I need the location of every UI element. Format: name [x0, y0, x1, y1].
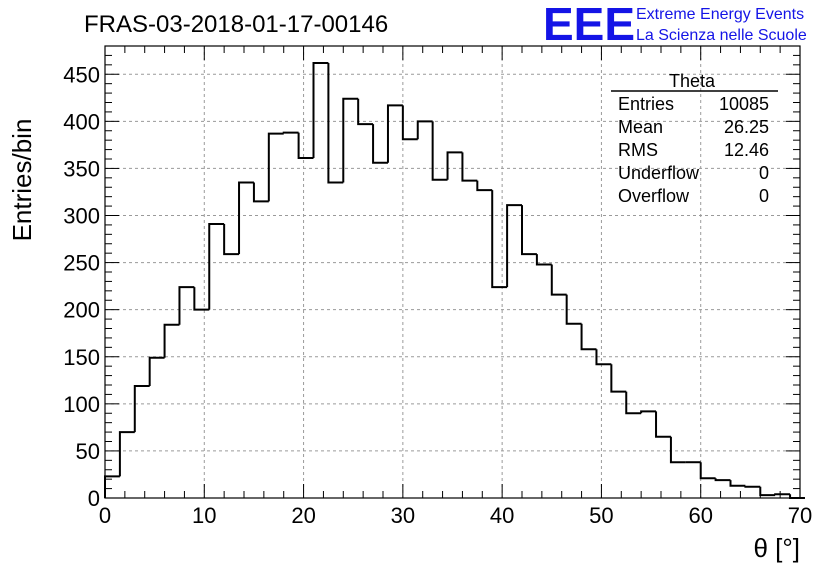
x-tick-label: 10 — [192, 503, 216, 528]
stats-label-entries: Entries — [618, 94, 674, 114]
x-tick-label: 30 — [391, 503, 415, 528]
histogram-bin — [238, 181, 254, 255]
histogram-bin — [342, 97, 359, 183]
stats-value-mean: 26.25 — [724, 117, 769, 137]
histogram-bin — [446, 151, 463, 180]
histogram-bin — [655, 411, 671, 438]
histogram-bin — [327, 62, 344, 184]
histogram-bin — [118, 431, 135, 477]
y-tick-label: 450 — [63, 62, 100, 87]
histogram-bin — [357, 98, 374, 126]
histogram-bin — [163, 323, 180, 358]
stats-label-mean: Mean — [618, 117, 663, 137]
histogram-bin — [491, 190, 508, 289]
histogram-bin — [267, 132, 284, 202]
histogram-bin — [208, 222, 225, 310]
histogram-bin — [431, 121, 448, 181]
eee-logo: EEE Extreme Energy Events La Scienza nel… — [543, 0, 807, 50]
y-tick-label: 300 — [63, 204, 100, 229]
axes: 0 10 20 30 40 50 60 70 0 50 100 150 200 250 300 350 400 4… — [63, 45, 812, 528]
stats-box: Theta Entries 10085 Mean 26.25 RMS 12.46… — [611, 71, 778, 206]
y-tick-label: 50 — [76, 439, 100, 464]
histogram-bin — [297, 132, 314, 160]
x-tick-label: 50 — [589, 503, 613, 528]
histogram-bin — [416, 120, 433, 140]
histogram-bin — [744, 485, 761, 488]
y-tick-label: 150 — [63, 345, 100, 370]
histogram-bin — [476, 180, 493, 192]
histogram-bin — [774, 493, 791, 496]
histogram-bin — [178, 286, 195, 325]
histogram-bin — [193, 287, 210, 311]
logo-mark: EEE — [543, 0, 635, 50]
histogram-bin — [535, 254, 552, 266]
histogram-bin — [386, 104, 403, 163]
x-tick-label: 0 — [99, 503, 111, 528]
histogram-bin — [521, 205, 537, 256]
y-tick-label: 200 — [63, 298, 100, 323]
logo-line-2: La Scienza nelle Scuole — [636, 27, 807, 44]
y-tick-label: 350 — [63, 156, 100, 181]
chart-title: FRAS-03-2018-01-17-00146 — [84, 11, 388, 38]
histogram-bin — [640, 410, 657, 414]
histogram-bin — [580, 323, 597, 351]
histogram-bin — [223, 223, 240, 256]
stats-value-entries: 10085 — [719, 94, 769, 114]
y-tick-label: 250 — [63, 251, 100, 276]
histogram-bin — [506, 204, 522, 288]
histogram-bin — [148, 356, 165, 386]
stats-value-underflow: 0 — [759, 163, 769, 183]
x-tick-label: 70 — [788, 503, 812, 528]
histogram-bin — [699, 462, 716, 480]
histogram-bin — [714, 478, 731, 482]
histogram-bin — [401, 105, 418, 141]
x-tick-label: 20 — [291, 503, 315, 528]
x-tick-label: 60 — [688, 503, 712, 528]
grid — [105, 46, 800, 498]
logo-line-1: Extreme Energy Events — [636, 6, 804, 23]
stats-value-overflow: 0 — [759, 186, 769, 206]
histogram-bin — [252, 182, 269, 203]
stats-title: Theta — [669, 71, 716, 91]
histogram-bin — [550, 264, 567, 296]
histogram-bin — [595, 349, 612, 366]
stats-value-rms: 12.46 — [724, 140, 769, 160]
stats-label-overflow: Overflow — [618, 186, 690, 206]
x-tick-label: 40 — [490, 503, 514, 528]
histogram-bin — [282, 131, 299, 134]
histogram-bin — [669, 436, 686, 464]
histogram-bin — [565, 294, 582, 325]
y-tick-label: 400 — [63, 109, 100, 134]
histogram-bin — [610, 364, 627, 393]
histogram-bin — [625, 391, 642, 415]
histogram-bin — [461, 152, 478, 182]
x-axis-label: θ [°] — [753, 533, 800, 563]
y-axis-label: Entries/bin — [7, 119, 37, 242]
stats-label-rms: RMS — [618, 140, 658, 160]
histogram-bin — [133, 384, 150, 433]
y-tick-label: 0 — [88, 486, 100, 511]
stats-label-underflow: Underflow — [618, 163, 700, 183]
histogram-bin — [312, 61, 329, 159]
histogram-bin — [372, 124, 388, 164]
histogram-bin — [729, 480, 746, 487]
y-tick-label: 100 — [63, 392, 100, 417]
